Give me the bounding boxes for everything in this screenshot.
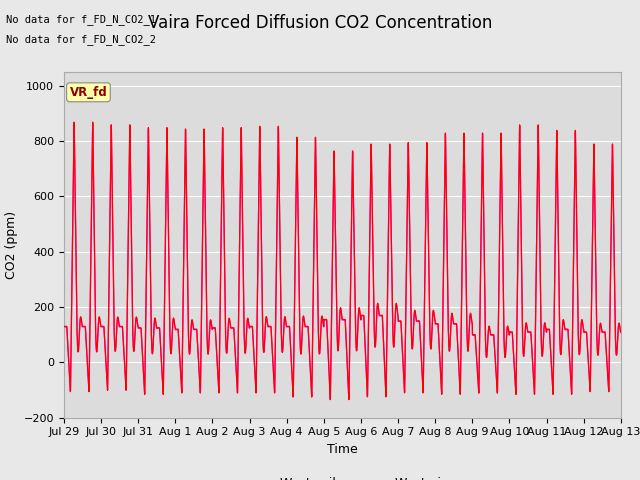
X-axis label: Time: Time [327,443,358,456]
Y-axis label: CO2 (ppm): CO2 (ppm) [5,211,18,279]
Text: No data for f_FD_N_CO2_1: No data for f_FD_N_CO2_1 [6,14,156,25]
Text: Vaira Forced Diffusion CO2 Concentration: Vaira Forced Diffusion CO2 Concentration [148,14,492,33]
Text: No data for f_FD_N_CO2_2: No data for f_FD_N_CO2_2 [6,34,156,45]
Legend: West soil, West air: West soil, West air [233,472,452,480]
Text: VR_fd: VR_fd [70,86,108,99]
